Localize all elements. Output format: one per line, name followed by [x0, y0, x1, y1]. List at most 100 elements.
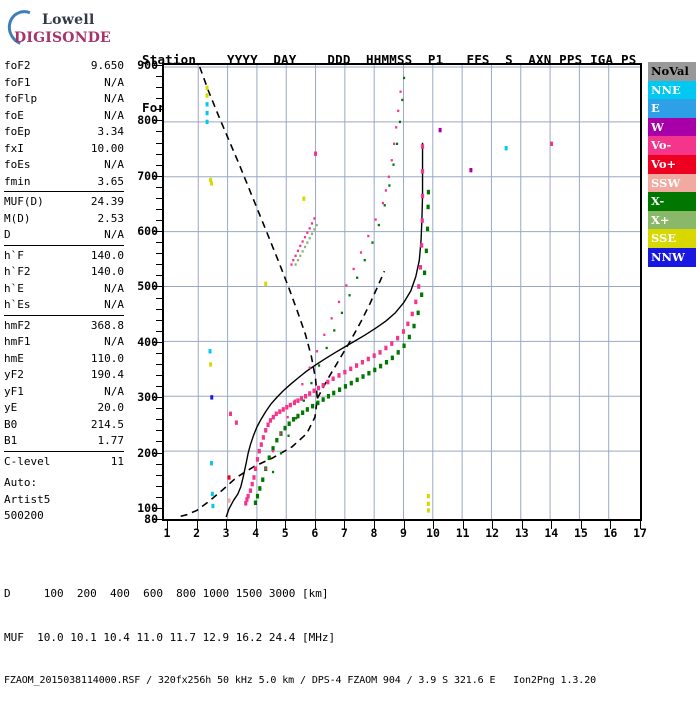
param-row: M(D) 2.53 [4, 211, 124, 228]
series-2nd-hop-x-dotted- [271, 76, 406, 474]
param-row: h`E N/A [4, 281, 124, 298]
x-tick-label-11: 11 [455, 526, 470, 540]
x-tick-label-12: 12 [485, 526, 500, 540]
y-tick-minor [156, 375, 164, 377]
legend-item-nne[interactable]: NNE [648, 80, 696, 100]
x-tick-10 [433, 521, 435, 529]
y-tick-minor [156, 87, 164, 89]
param-value: 3.65 [97, 174, 125, 188]
x-tick-label-8: 8 [370, 526, 378, 540]
param-key: foEs [4, 158, 31, 171]
param-value: 10.00 [90, 141, 124, 155]
param-row: foFlp N/A [4, 91, 124, 108]
x-tick-2 [196, 521, 198, 529]
param-key: yF1 [4, 384, 24, 398]
plot-data [177, 66, 554, 518]
auto-scaling-info: Auto: Artist5 500200 [4, 475, 124, 525]
series-o-trace-vo- [244, 144, 425, 506]
param-value: 1.77 [97, 434, 125, 447]
legend-item-ssw[interactable]: SSW [648, 173, 696, 193]
y-tick-minor [156, 242, 164, 244]
param-key: B0 [4, 417, 18, 431]
param-key: h`E [4, 281, 24, 295]
param-row: h`F2 140.0 [4, 264, 124, 281]
x-tick-14 [551, 521, 553, 529]
x-tick-7 [344, 521, 346, 529]
y-tick-minor [156, 352, 164, 354]
param-row: B1 1.77 [4, 433, 124, 450]
param-value: 9.650 [90, 59, 124, 72]
lowell-digisonde-logo: Lowell DIGISONDE [1, 4, 126, 52]
legend-item-sse[interactable]: SSE [648, 229, 696, 248]
param-value: N/A [104, 298, 124, 311]
y-tick-700 [152, 175, 164, 177]
y-tick-minor [156, 319, 164, 321]
y-tick-minor [156, 264, 164, 266]
param-value: 11 [110, 454, 124, 468]
param-value: 190.4 [90, 368, 124, 381]
param-row: foE N/A [4, 108, 124, 125]
param-value: 2.53 [97, 211, 125, 225]
series-mid-band-cluster-o [290, 217, 316, 266]
footer-file-row: FZAOM_2015038114000.RSF / 320fx256h 50 k… [4, 675, 597, 686]
footer-muf-row: MUF 10.0 10.1 10.4 11.0 11.7 12.9 16.2 2… [4, 630, 336, 644]
param-value: N/A [104, 228, 124, 241]
y-tick-label-400: 400 [137, 334, 158, 349]
param-value: 24.39 [90, 195, 124, 208]
x-tick-12 [492, 521, 494, 529]
x-tick-13 [521, 521, 523, 529]
param-group-3: hmF2 368.8 hmF1 N/A hmE 110.0 yF2 190.4 yF1 N/A yE… [4, 318, 124, 452]
x-tick-label-3: 3 [222, 526, 230, 540]
param-group-1: MUF(D) 24.39 M(D) 2.53 D N/A [4, 194, 124, 246]
legend-item-w[interactable]: W [648, 117, 696, 137]
auto-code: 500200 [4, 509, 44, 522]
x-tick-label-17: 17 [633, 526, 647, 540]
param-key: yE [4, 401, 18, 414]
param-group-4: C-level 11 [4, 454, 124, 472]
legend-item-vo-[interactable]: Vo+ [648, 154, 696, 174]
curve-muf-hop-distance-dashed-curve [177, 66, 319, 518]
x-tick-label-2: 2 [193, 526, 201, 540]
param-row: C-level 11 [4, 454, 124, 471]
param-group-2: h`F 140.0 h`F2 140.0 h`E N/A h`Es N/A [4, 248, 124, 316]
legend-item-vo-[interactable]: Vo- [648, 136, 696, 155]
param-row: yF1 N/A [4, 384, 124, 401]
param-key: B1 [4, 434, 18, 447]
param-key: foE [4, 108, 24, 122]
param-value: N/A [104, 92, 124, 105]
param-value: 368.8 [90, 318, 124, 332]
y-tick-minor [156, 208, 164, 210]
y-tick-minor [156, 474, 164, 476]
param-key: hmF2 [4, 318, 31, 332]
y-tick-label-100: 100 [137, 500, 158, 515]
y-tick-600 [152, 231, 164, 233]
param-value: N/A [104, 384, 124, 398]
x-tick-9 [403, 521, 405, 529]
param-row: hmF1 N/A [4, 334, 124, 351]
series-2nd-hop-o-dotted- [264, 90, 402, 470]
param-key: foF1 [4, 75, 31, 89]
ionogram-plot [162, 63, 642, 521]
y-tick-minor [156, 485, 164, 487]
x-tick-label-9: 9 [400, 526, 407, 540]
param-row: hmE 110.0 [4, 351, 124, 368]
legend-item-x-[interactable]: X- [648, 192, 696, 211]
y-tick-200 [152, 452, 164, 454]
param-key: fxI [4, 141, 24, 155]
y-tick-minor [156, 153, 164, 155]
param-value: 3.34 [97, 125, 125, 138]
y-axis-labels: 80 100 200 300 400 500 600 700 800 900 [118, 58, 158, 526]
x-tick-17 [640, 521, 641, 529]
param-value: 110.0 [90, 351, 124, 365]
footer-distance-row: D 100 200 400 600 800 1000 1500 3000 [km… [4, 587, 329, 600]
legend-item-nnw[interactable]: NNW [648, 247, 696, 267]
y-tick-400 [152, 341, 164, 343]
legend-item-x-[interactable]: X+ [648, 210, 696, 230]
y-tick-900 [152, 65, 164, 66]
y-tick-minor [156, 330, 164, 332]
x-tick-label-10: 10 [426, 526, 440, 540]
x-axis-labels: 1 2 3 4 5 6 7 8 9 10 11 12 13 14 15 16 17 [162, 526, 647, 546]
legend-item-e[interactable]: E [648, 99, 696, 118]
legend-item-noval[interactable]: NoVal [648, 62, 696, 81]
param-key: h`F [4, 248, 24, 262]
